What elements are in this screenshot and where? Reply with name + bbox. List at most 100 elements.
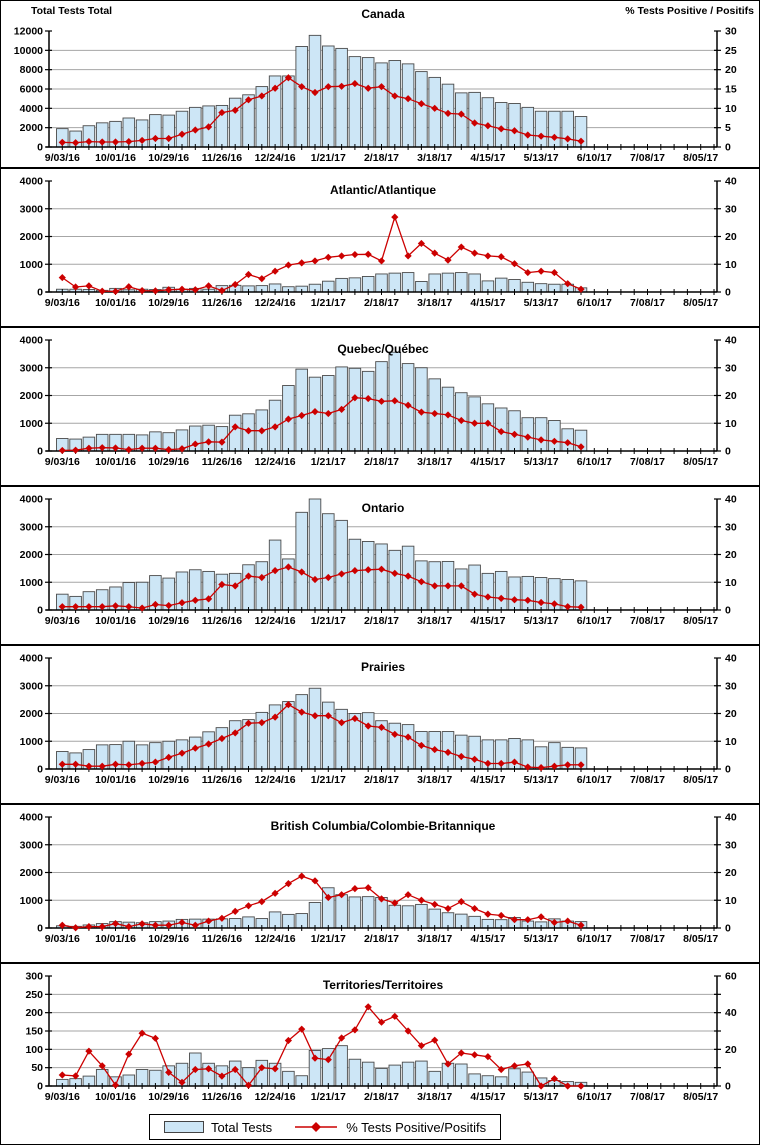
svg-text:2/18/17: 2/18/17 bbox=[364, 1091, 399, 1103]
svg-text:11/26/16: 11/26/16 bbox=[202, 933, 242, 945]
svg-text:9/03/16: 9/03/16 bbox=[45, 933, 80, 945]
svg-text:8/05/17: 8/05/17 bbox=[683, 615, 718, 627]
svg-text:4000: 4000 bbox=[20, 103, 44, 115]
svg-text:7/08/17: 7/08/17 bbox=[630, 1091, 665, 1103]
svg-text:12/24/16: 12/24/16 bbox=[255, 456, 296, 468]
panel-prairies: 0 1000 2000 3000 4000 0 10 20 30 40 9/03/16 10/01/1… bbox=[0, 645, 760, 804]
svg-text:4/15/17: 4/15/17 bbox=[470, 774, 505, 786]
svg-text:4000: 4000 bbox=[20, 494, 44, 506]
svg-text:2/18/17: 2/18/17 bbox=[364, 456, 399, 468]
svg-text:8/05/17: 8/05/17 bbox=[683, 297, 718, 309]
svg-text:6/10/17: 6/10/17 bbox=[577, 1091, 612, 1103]
svg-text:2000: 2000 bbox=[20, 231, 44, 243]
svg-text:0: 0 bbox=[37, 923, 43, 935]
svg-text:6/10/17: 6/10/17 bbox=[577, 456, 612, 468]
svg-text:50: 50 bbox=[31, 1062, 43, 1074]
svg-text:1/21/17: 1/21/17 bbox=[311, 615, 346, 627]
svg-text:10/29/16: 10/29/16 bbox=[148, 456, 189, 468]
svg-text:3/18/17: 3/18/17 bbox=[417, 456, 452, 468]
legend: Total Tests % Tests Positive/Positifs bbox=[149, 1114, 502, 1140]
positive-pct-line-swatch bbox=[293, 1121, 339, 1133]
svg-text:10/01/16: 10/01/16 bbox=[95, 1091, 136, 1103]
svg-text:7/08/17: 7/08/17 bbox=[630, 297, 665, 309]
svg-text:1000: 1000 bbox=[20, 736, 44, 748]
svg-text:5/13/17: 5/13/17 bbox=[524, 456, 559, 468]
svg-text:2/18/17: 2/18/17 bbox=[364, 152, 399, 164]
svg-text:0: 0 bbox=[725, 923, 731, 935]
svg-text:2000: 2000 bbox=[20, 867, 44, 879]
svg-text:40: 40 bbox=[725, 176, 737, 188]
svg-text:0: 0 bbox=[37, 142, 43, 154]
svg-text:1/21/17: 1/21/17 bbox=[311, 933, 346, 945]
svg-text:6/10/17: 6/10/17 bbox=[577, 615, 612, 627]
svg-text:30: 30 bbox=[725, 26, 737, 38]
svg-text:1/21/17: 1/21/17 bbox=[311, 456, 346, 468]
svg-text:5: 5 bbox=[725, 122, 731, 134]
svg-text:25: 25 bbox=[725, 45, 737, 57]
svg-text:20: 20 bbox=[725, 549, 737, 561]
panel-canada: 0 2000 4000 6000 8000 10000 12000 0 5 10 15 20 25 30 9… bbox=[0, 0, 760, 168]
legend-total-tests-label: Total Tests bbox=[211, 1119, 273, 1135]
svg-text:1/21/17: 1/21/17 bbox=[311, 774, 346, 786]
svg-text:8/05/17: 8/05/17 bbox=[683, 774, 718, 786]
svg-text:150: 150 bbox=[25, 1026, 43, 1038]
svg-text:9/03/16: 9/03/16 bbox=[45, 1091, 80, 1103]
svg-text:30: 30 bbox=[725, 362, 737, 374]
svg-text:3000: 3000 bbox=[20, 203, 44, 215]
panel-territories: 0 50 100 150 200 250 300 0 20 40 60 9/03/16 10/01/16… bbox=[0, 963, 760, 1145]
svg-text:0: 0 bbox=[725, 287, 731, 299]
svg-text:12/24/16: 12/24/16 bbox=[255, 152, 296, 164]
svg-text:10: 10 bbox=[725, 103, 737, 115]
svg-text:40: 40 bbox=[725, 494, 737, 506]
svg-text:2/18/17: 2/18/17 bbox=[364, 933, 399, 945]
svg-text:1000: 1000 bbox=[20, 259, 44, 271]
svg-text:6/10/17: 6/10/17 bbox=[577, 152, 612, 164]
svg-text:0: 0 bbox=[725, 446, 731, 458]
svg-text:11/26/16: 11/26/16 bbox=[202, 1091, 242, 1103]
svg-text:3000: 3000 bbox=[20, 362, 44, 374]
svg-text:1000: 1000 bbox=[20, 418, 44, 430]
svg-text:4/15/17: 4/15/17 bbox=[470, 1091, 505, 1103]
svg-text:2/18/17: 2/18/17 bbox=[364, 774, 399, 786]
svg-text:200: 200 bbox=[25, 1007, 43, 1019]
panel-bc: 0 1000 2000 3000 4000 0 10 20 30 40 9/03/16 10/01/1… bbox=[0, 804, 760, 963]
svg-text:0: 0 bbox=[37, 605, 43, 617]
svg-text:0: 0 bbox=[725, 605, 731, 617]
svg-text:5/13/17: 5/13/17 bbox=[524, 933, 559, 945]
svg-text:250: 250 bbox=[25, 989, 43, 1001]
svg-text:7/08/17: 7/08/17 bbox=[630, 774, 665, 786]
svg-text:7/08/17: 7/08/17 bbox=[630, 933, 665, 945]
svg-text:10: 10 bbox=[725, 895, 737, 907]
svg-text:10/01/16: 10/01/16 bbox=[95, 615, 136, 627]
atlantic-chart: 0 1000 2000 3000 4000 0 10 20 30 40 9/03/16 10/01/1… bbox=[20, 176, 737, 310]
svg-text:30: 30 bbox=[725, 521, 737, 533]
bc-chart: 0 1000 2000 3000 4000 0 10 20 30 40 9/03/16 10/01/1… bbox=[20, 812, 737, 946]
svg-text:3/18/17: 3/18/17 bbox=[417, 1091, 452, 1103]
svg-text:20: 20 bbox=[725, 867, 737, 879]
svg-text:40: 40 bbox=[725, 653, 737, 665]
svg-text:4/15/17: 4/15/17 bbox=[470, 456, 505, 468]
svg-text:0: 0 bbox=[37, 1081, 43, 1093]
svg-text:Prairies: Prairies bbox=[361, 660, 405, 674]
svg-text:0: 0 bbox=[725, 764, 731, 776]
panel-quebec: 0 1000 2000 3000 4000 0 10 20 30 40 9/03/16 10/01/1… bbox=[0, 327, 760, 486]
svg-text:2000: 2000 bbox=[20, 708, 44, 720]
svg-text:10/01/16: 10/01/16 bbox=[95, 456, 136, 468]
svg-text:9/03/16: 9/03/16 bbox=[45, 774, 80, 786]
svg-text:10/29/16: 10/29/16 bbox=[148, 1091, 189, 1103]
svg-text:12000: 12000 bbox=[14, 26, 43, 38]
svg-text:10: 10 bbox=[725, 577, 737, 589]
svg-text:4000: 4000 bbox=[20, 812, 44, 824]
svg-text:1/21/17: 1/21/17 bbox=[311, 297, 346, 309]
quebec-chart: 0 1000 2000 3000 4000 0 10 20 30 40 9/03/16 10/01/1… bbox=[20, 335, 737, 469]
svg-text:8/05/17: 8/05/17 bbox=[683, 456, 718, 468]
svg-text:10: 10 bbox=[725, 736, 737, 748]
svg-text:4000: 4000 bbox=[20, 176, 44, 188]
svg-text:3/18/17: 3/18/17 bbox=[417, 933, 452, 945]
svg-text:12/24/16: 12/24/16 bbox=[255, 297, 296, 309]
svg-text:5/13/17: 5/13/17 bbox=[524, 615, 559, 627]
svg-text:3/18/17: 3/18/17 bbox=[417, 297, 452, 309]
svg-text:4/15/17: 4/15/17 bbox=[470, 152, 505, 164]
svg-text:7/08/17: 7/08/17 bbox=[630, 152, 665, 164]
